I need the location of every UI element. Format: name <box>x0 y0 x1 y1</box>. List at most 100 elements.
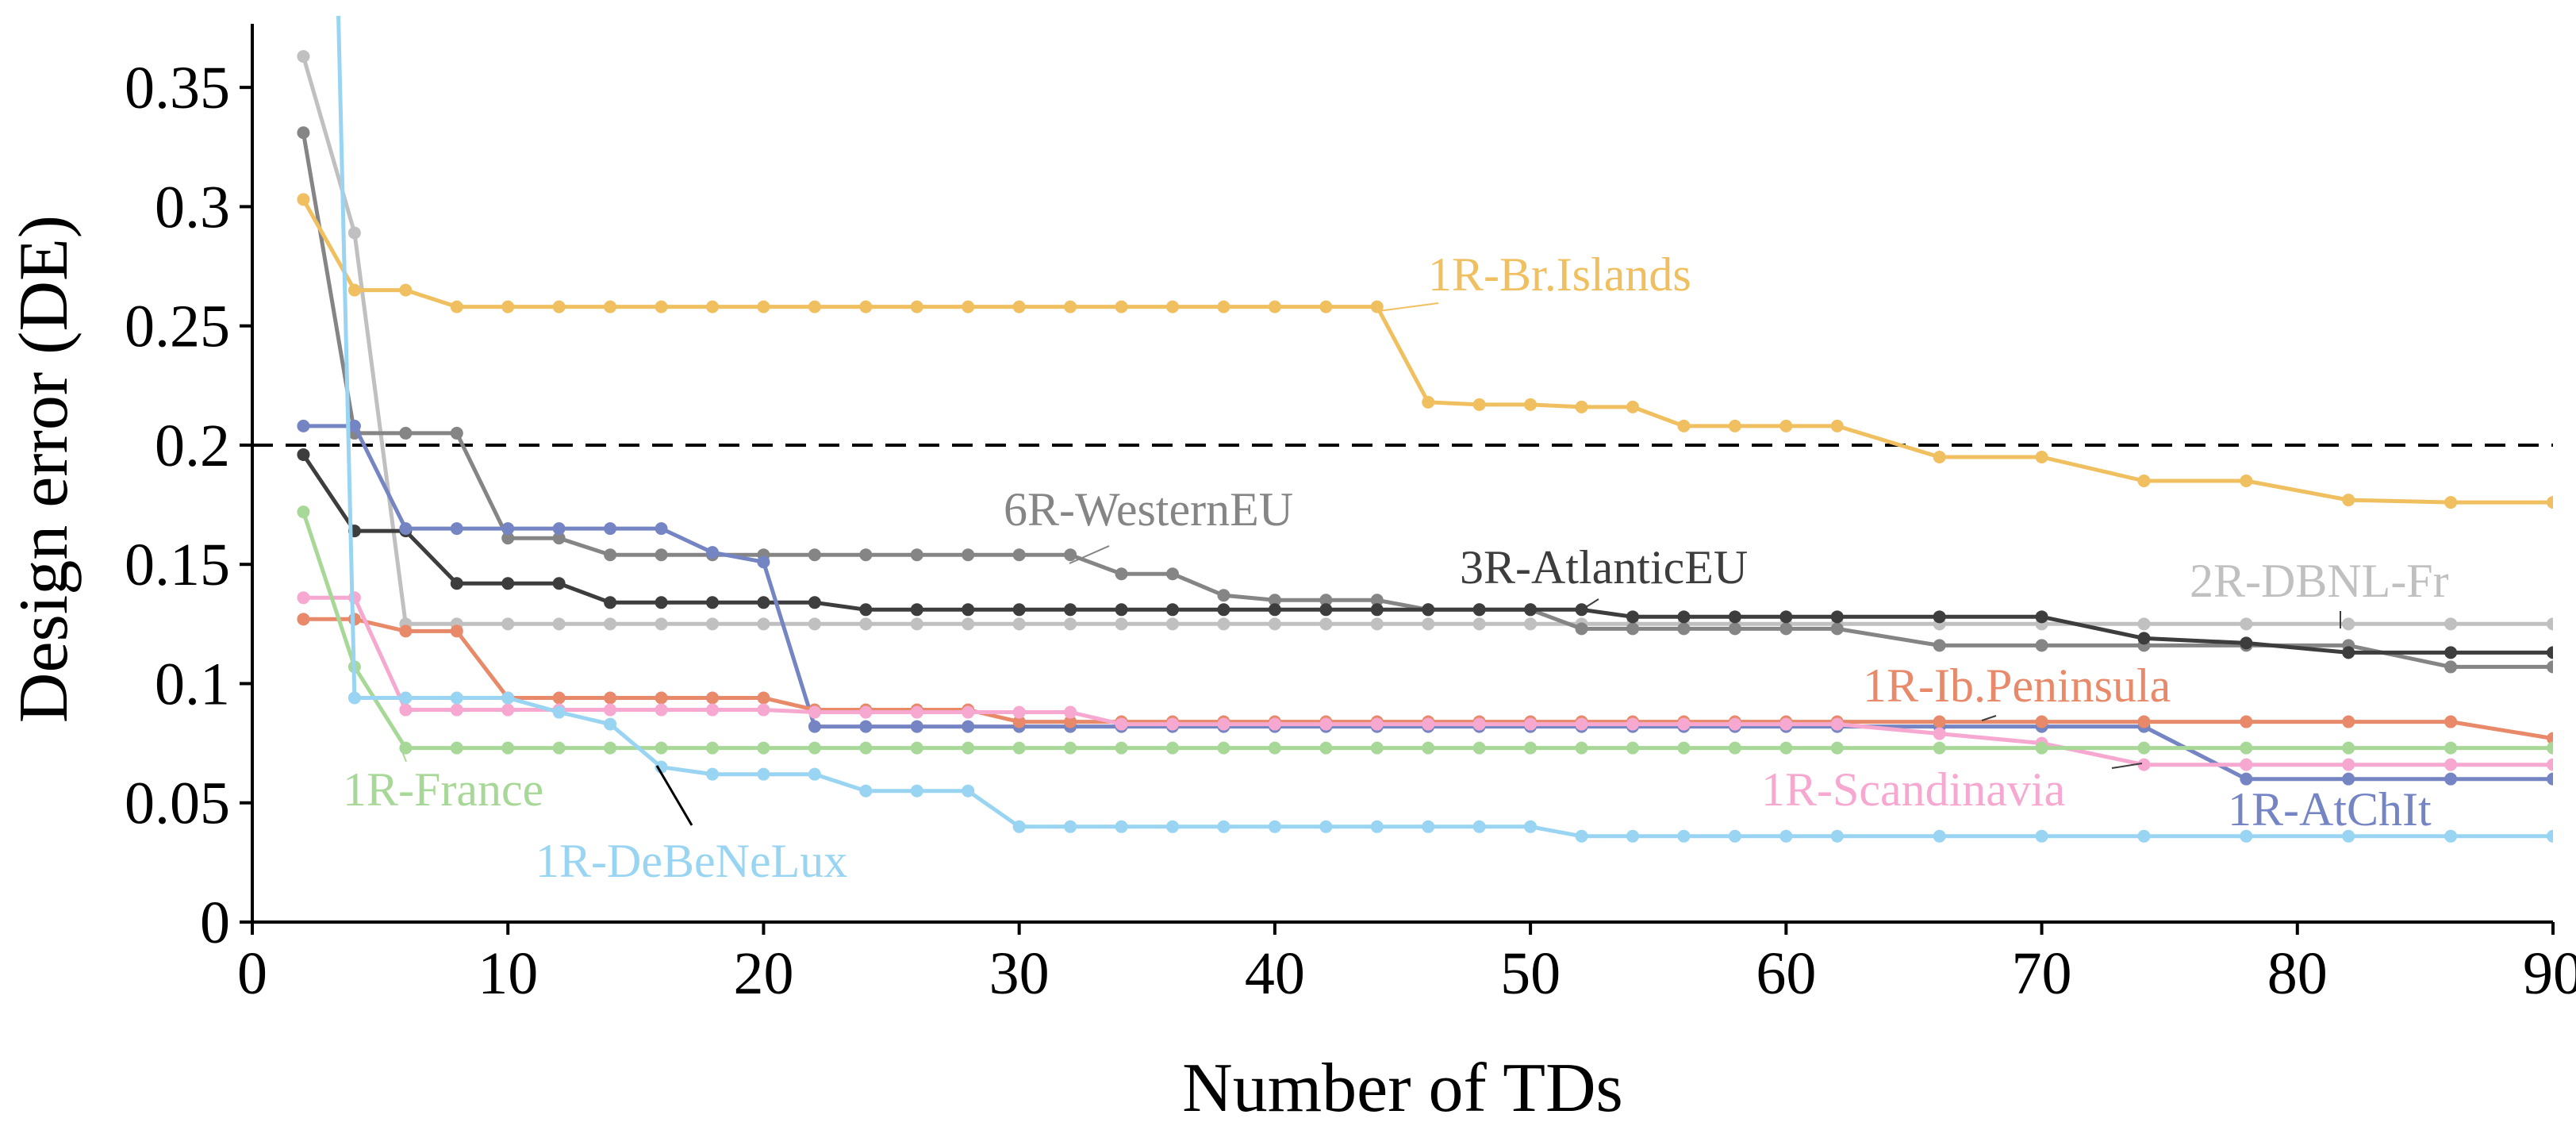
label-scandinavia: 1R-Scandinavia <box>1761 763 2065 816</box>
data-point <box>1319 741 1333 755</box>
data-point <box>1217 741 1230 755</box>
data-point <box>1472 603 1486 617</box>
data-point <box>757 555 770 569</box>
data-point <box>1830 829 1844 843</box>
series-1r-debenelux <box>336 16 2553 843</box>
data-point <box>1012 300 1026 313</box>
data-point <box>859 300 873 313</box>
data-point <box>1728 610 1741 624</box>
data-point <box>1217 617 1230 631</box>
data-point <box>1166 617 1179 631</box>
data-point <box>655 760 668 774</box>
series-line-1r-ib-peninsula <box>301 617 2553 741</box>
data-point <box>1779 829 1793 843</box>
data-point <box>1166 741 1179 755</box>
data-point <box>297 505 310 519</box>
y-tick-label: 0.35 <box>125 55 230 121</box>
x-tick-label: 40 <box>1245 940 1305 1007</box>
leader-western-eu <box>1069 545 1110 564</box>
data-point <box>1626 717 1639 731</box>
data-point <box>501 617 515 631</box>
series-line-1r-atchit <box>301 424 2553 782</box>
data-point <box>1422 717 1435 731</box>
data-point <box>2035 610 2048 624</box>
data-point <box>501 577 515 590</box>
data-point <box>2444 496 2458 509</box>
data-point <box>962 784 975 797</box>
y-axis-title: Design error (DE) <box>6 215 83 723</box>
data-point <box>1217 820 1230 833</box>
data-point <box>1677 829 1691 843</box>
data-point <box>2035 829 2048 843</box>
x-tick-label: 50 <box>1500 940 1561 1007</box>
data-point <box>1064 741 1077 755</box>
data-point <box>2137 475 2151 488</box>
data-point <box>297 126 310 140</box>
data-point <box>297 419 310 432</box>
data-point <box>1012 548 1026 562</box>
data-point <box>808 548 821 562</box>
data-point <box>859 705 873 719</box>
data-point <box>1472 617 1486 631</box>
data-point <box>1370 820 1384 833</box>
data-point <box>808 720 821 733</box>
data-point <box>859 741 873 755</box>
data-point <box>1933 715 1946 728</box>
x-tick-label: 10 <box>478 940 538 1007</box>
data-point <box>1370 594 1384 607</box>
data-point <box>2137 617 2151 631</box>
data-point <box>1012 617 1026 631</box>
data-point <box>2547 829 2553 843</box>
label-layer: 1R-Br.Islands 6R-WesternEU 3R-AtlanticEU… <box>343 248 2449 887</box>
data-point <box>501 300 515 313</box>
data-point <box>347 419 361 432</box>
data-point <box>2444 829 2458 843</box>
data-point <box>2444 660 2458 674</box>
data-point <box>808 767 821 781</box>
data-point <box>1012 741 1026 755</box>
data-point <box>859 603 873 617</box>
data-point <box>962 741 975 755</box>
data-point <box>1830 622 1844 636</box>
data-point <box>297 193 310 206</box>
data-point <box>450 691 463 705</box>
data-point <box>1268 717 1281 731</box>
data-point <box>1524 741 1538 755</box>
data-point <box>808 596 821 609</box>
data-point <box>2547 758 2553 771</box>
data-point <box>910 720 923 733</box>
data-point <box>1319 820 1333 833</box>
data-point <box>1064 715 1077 728</box>
data-point <box>2444 715 2458 728</box>
leader-france <box>400 747 407 763</box>
y-tick-label: 0.3 <box>155 174 230 240</box>
data-point <box>2035 741 2048 755</box>
data-point <box>1779 717 1793 731</box>
data-point <box>1064 617 1077 631</box>
data-point <box>1677 419 1691 432</box>
data-point <box>2444 741 2458 755</box>
data-point <box>450 300 463 313</box>
data-point <box>1524 398 1538 411</box>
data-point <box>706 703 719 717</box>
data-point <box>1575 400 1588 413</box>
series-line-6r-westerneu <box>301 130 2553 669</box>
data-point <box>552 617 566 631</box>
data-point <box>1575 741 1588 755</box>
data-point <box>655 617 668 631</box>
data-point <box>552 741 566 755</box>
data-point <box>1370 717 1384 731</box>
data-point <box>1115 567 1128 581</box>
data-point <box>910 603 923 617</box>
data-point <box>962 300 975 313</box>
data-point <box>604 300 617 313</box>
data-point <box>2444 646 2458 659</box>
data-point <box>1779 610 1793 624</box>
y-tick-label: 0 <box>200 890 230 956</box>
axes <box>251 24 2553 924</box>
data-point <box>757 617 770 631</box>
leader-debenelux <box>655 765 693 826</box>
x-tick-label: 70 <box>2012 940 2072 1007</box>
data-point <box>1728 419 1741 432</box>
data-point <box>2444 758 2458 771</box>
